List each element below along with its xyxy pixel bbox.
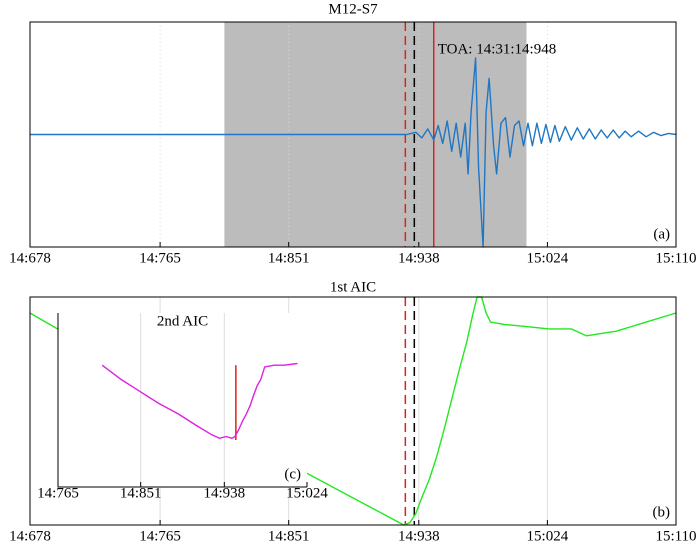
x-tick-label: 14:765 [139,250,181,266]
x-tick-label: 14:678 [9,528,51,544]
x-tick-label: 14:678 [9,250,51,266]
x-tick-label: 15:110 [655,528,696,544]
panel-label: (c) [284,466,301,482]
x-tick-label: 15:024 [286,485,328,501]
plot-frame [29,21,677,248]
panel-title: M12-S7 [328,1,378,17]
x-tick-label: 15:110 [655,250,696,266]
x-tick-label: 14:765 [37,485,79,501]
inset-axes [57,313,307,488]
panel-title: 1st AIC [330,279,376,295]
x-tick-label: 14:765 [139,528,181,544]
x-tick-label: 14:938 [203,485,245,501]
plot-frame [29,296,677,526]
x-tick-label: 14:851 [268,528,310,544]
x-tick-label: 14:938 [398,528,440,544]
inset-background [58,313,307,487]
series-line [101,362,298,439]
series-line [29,296,677,526]
panel-label: (a) [653,226,670,242]
toa-annotation: TOA: 14:31:14:948 [438,41,556,57]
panel-title: 2nd AIC [157,313,208,329]
x-tick-label: 15:024 [527,250,569,266]
x-tick-label: 15:024 [527,528,569,544]
x-tick-label: 14:938 [398,250,440,266]
series-line [30,57,677,248]
x-tick-label: 14:851 [120,485,162,501]
x-tick-label: 14:851 [268,250,310,266]
panel-label: (b) [653,504,671,520]
